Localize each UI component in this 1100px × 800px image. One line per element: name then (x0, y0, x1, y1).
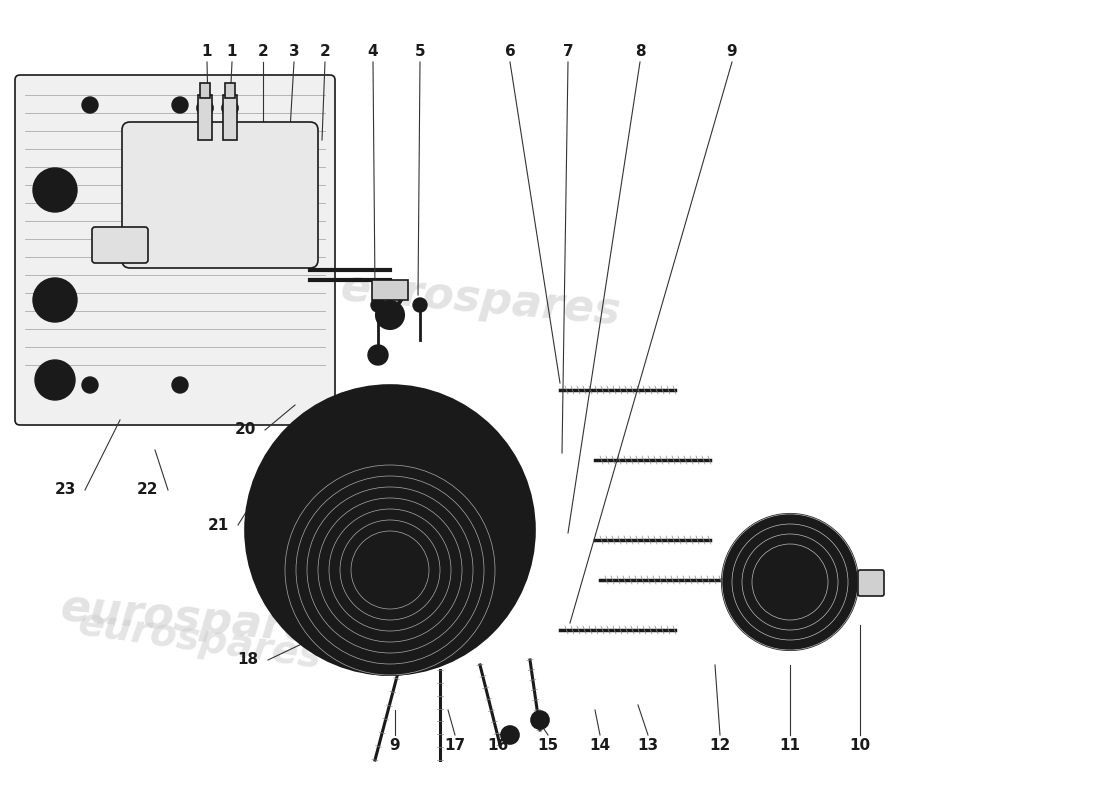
Text: 2: 2 (320, 45, 330, 59)
Circle shape (368, 345, 388, 365)
Bar (223, 95, 236, 140)
Circle shape (386, 544, 394, 552)
Circle shape (172, 377, 188, 393)
Text: 7: 7 (563, 45, 573, 59)
Circle shape (849, 577, 861, 589)
Circle shape (245, 385, 535, 675)
Text: 14: 14 (590, 738, 610, 753)
Text: 6: 6 (505, 45, 516, 59)
Circle shape (33, 168, 77, 212)
Circle shape (172, 97, 188, 113)
Text: 8: 8 (635, 45, 646, 59)
Circle shape (376, 301, 404, 329)
Circle shape (358, 538, 422, 602)
Circle shape (371, 298, 385, 312)
Circle shape (82, 97, 98, 113)
Text: 15: 15 (538, 738, 559, 753)
Bar (200, 83, 210, 98)
Bar (372, 280, 408, 300)
Circle shape (500, 726, 519, 744)
Circle shape (412, 298, 427, 312)
Circle shape (45, 370, 65, 390)
Text: 18: 18 (238, 653, 258, 667)
Circle shape (762, 554, 818, 610)
Text: 17: 17 (444, 738, 465, 753)
Circle shape (44, 179, 66, 201)
Circle shape (285, 465, 495, 675)
Text: 4: 4 (367, 45, 378, 59)
Text: 1: 1 (227, 45, 238, 59)
Text: eurospares: eurospares (58, 586, 342, 654)
FancyBboxPatch shape (122, 122, 318, 268)
Circle shape (722, 514, 858, 650)
Circle shape (843, 571, 867, 595)
Text: 23: 23 (54, 482, 76, 498)
FancyBboxPatch shape (858, 570, 884, 596)
Text: 21: 21 (208, 518, 229, 533)
Text: 2: 2 (257, 45, 268, 59)
Text: 1: 1 (201, 45, 212, 59)
Text: 19: 19 (244, 538, 265, 553)
Circle shape (386, 588, 394, 596)
Circle shape (82, 377, 98, 393)
Text: 16: 16 (487, 738, 508, 753)
Text: 10: 10 (849, 738, 870, 753)
Text: 5: 5 (415, 45, 426, 59)
Bar (226, 83, 235, 98)
FancyBboxPatch shape (92, 227, 148, 263)
Circle shape (96, 233, 120, 257)
Text: 12: 12 (710, 738, 730, 753)
Circle shape (370, 550, 410, 590)
Text: eurospares: eurospares (338, 266, 622, 334)
Circle shape (531, 711, 549, 729)
Text: 22: 22 (138, 482, 158, 498)
Circle shape (222, 100, 238, 116)
Circle shape (35, 360, 75, 400)
Circle shape (355, 395, 425, 465)
Bar (198, 95, 212, 140)
Circle shape (776, 567, 805, 597)
Circle shape (535, 715, 544, 725)
Text: eurospares: eurospares (76, 604, 324, 676)
Text: 9: 9 (389, 738, 400, 753)
Text: 13: 13 (637, 738, 659, 753)
Circle shape (44, 289, 66, 311)
Circle shape (364, 566, 372, 574)
Circle shape (408, 566, 416, 574)
Text: 11: 11 (780, 738, 801, 753)
Circle shape (197, 100, 213, 116)
Circle shape (33, 278, 77, 322)
Circle shape (505, 730, 515, 740)
Text: 9: 9 (727, 45, 737, 59)
FancyBboxPatch shape (15, 75, 335, 425)
Text: 20: 20 (234, 422, 255, 438)
Text: 3: 3 (288, 45, 299, 59)
Circle shape (381, 306, 399, 324)
Circle shape (260, 400, 520, 660)
